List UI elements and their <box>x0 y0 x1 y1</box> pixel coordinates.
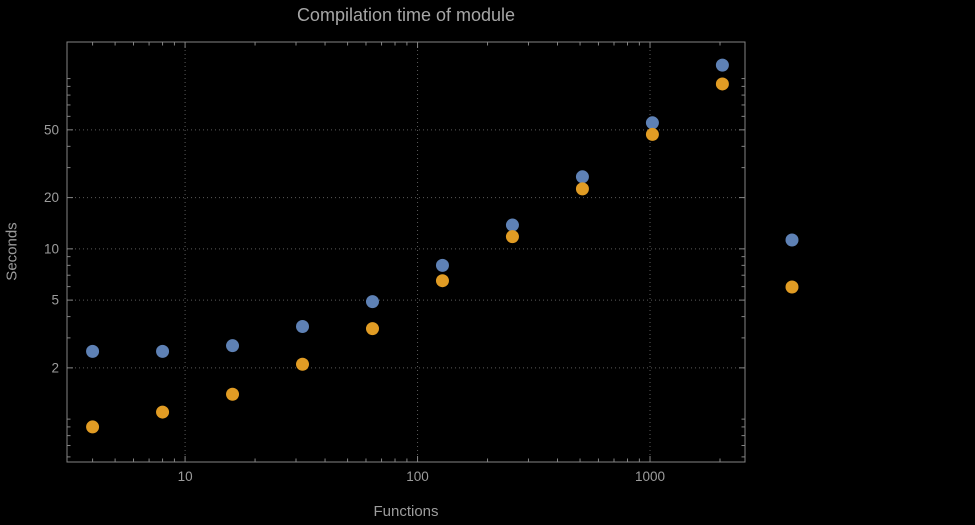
data-point-series-2 <box>296 357 310 371</box>
legend-marker-series-2 <box>785 280 799 294</box>
data-point-series-2 <box>645 127 659 141</box>
plot-frame <box>66 41 746 463</box>
data-point-series-1 <box>226 339 240 353</box>
y-tick-label: 10 <box>44 241 59 256</box>
y-tick-label: 20 <box>44 190 59 205</box>
data-point-series-1 <box>86 344 100 358</box>
data-point-series-2 <box>156 405 170 419</box>
data-point-series-2 <box>715 77 729 91</box>
x-tick-label: 1000 <box>635 469 665 484</box>
x-axis-label: Functions <box>373 503 439 520</box>
data-point-series-1 <box>715 58 729 72</box>
y-tick-label: 2 <box>51 360 59 375</box>
data-point-series-2 <box>505 230 519 244</box>
data-point-series-1 <box>296 319 310 333</box>
y-tick-label: 5 <box>51 293 59 308</box>
y-axis-label: Seconds <box>3 222 21 281</box>
x-tick-label: 10 <box>178 469 193 484</box>
y-tick-label: 50 <box>44 122 59 137</box>
data-point-series-2 <box>86 420 100 434</box>
x-tick-label: 100 <box>406 469 429 484</box>
legend-marker-series-1 <box>785 233 799 247</box>
data-point-series-2 <box>435 274 449 288</box>
data-point-series-1 <box>156 344 170 358</box>
data-point-series-1 <box>505 218 519 232</box>
data-point-series-1 <box>645 116 659 130</box>
data-point-series-2 <box>226 387 240 401</box>
data-point-series-1 <box>575 170 589 184</box>
data-point-series-2 <box>365 322 379 336</box>
data-point-series-2 <box>575 182 589 196</box>
chart-title: Compilation time of module <box>296 5 516 25</box>
data-point-series-1 <box>435 258 449 272</box>
data-point-series-1 <box>365 295 379 309</box>
